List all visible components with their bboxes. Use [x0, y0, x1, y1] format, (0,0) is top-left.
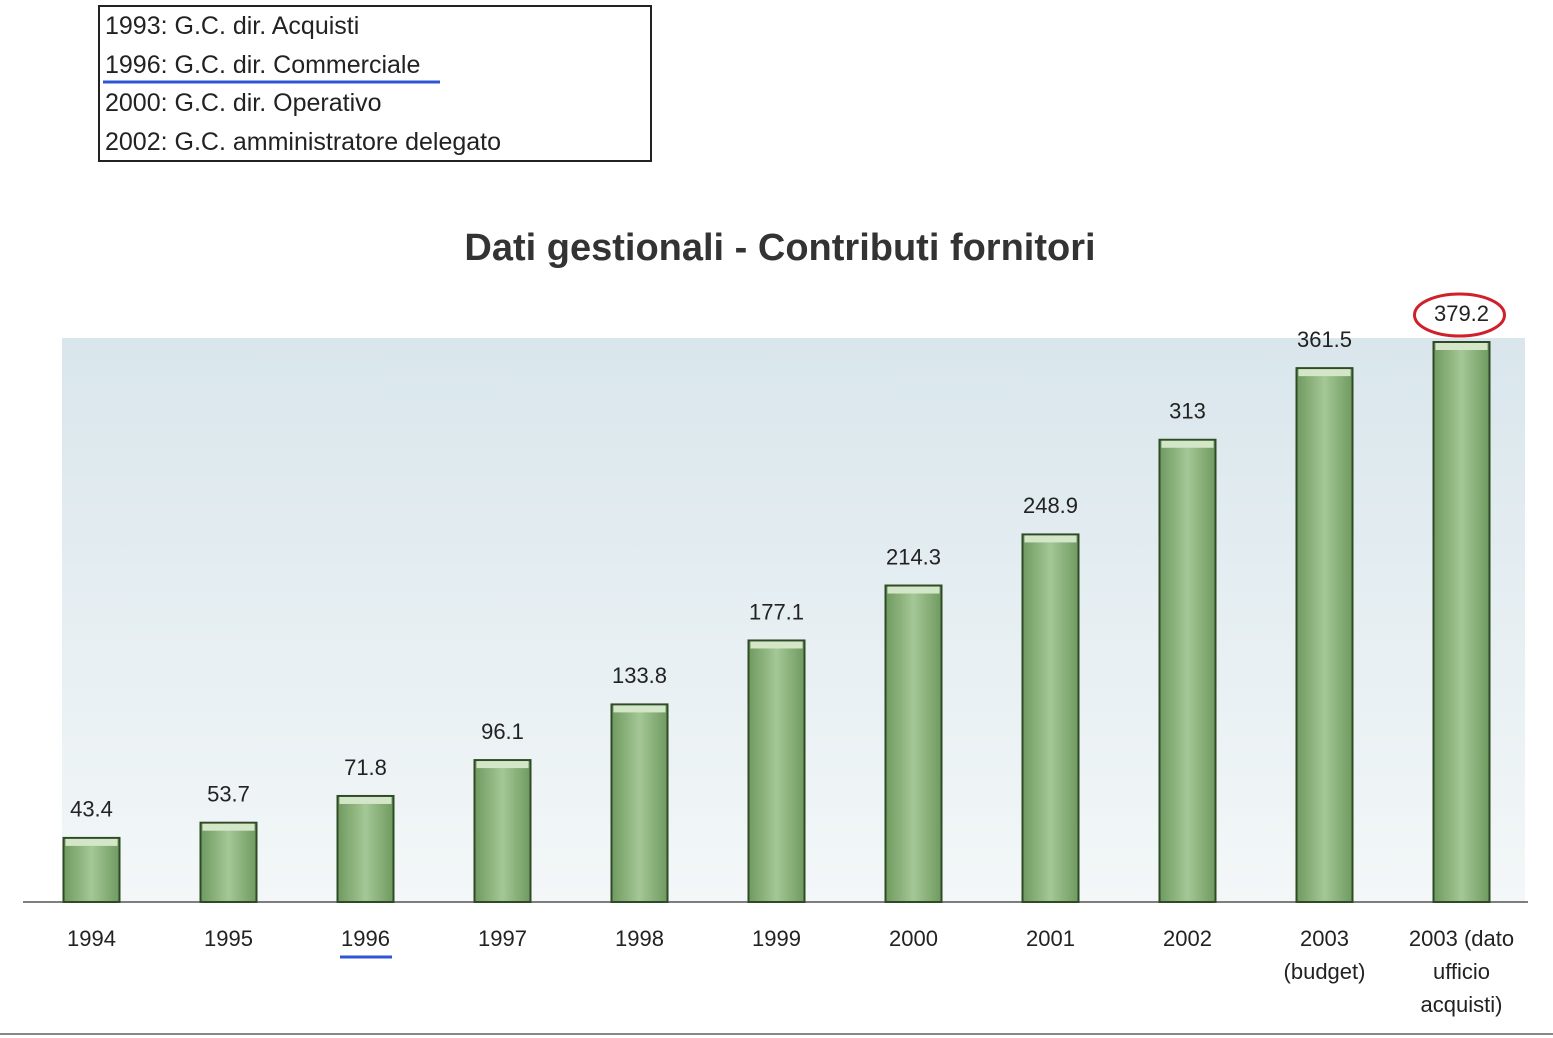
- bar-bevel: [1024, 535, 1077, 543]
- bar: [336, 794, 395, 903]
- bar: [1432, 341, 1491, 903]
- bar: [747, 639, 806, 903]
- x-tick-label: 1995: [204, 926, 253, 951]
- value-label: 361.5: [1297, 327, 1352, 352]
- value-label: 313: [1169, 399, 1206, 424]
- bar: [610, 703, 669, 904]
- value-label: 96.1: [481, 719, 524, 744]
- x-tick-label: 1994: [67, 926, 116, 951]
- value-label: 53.7: [207, 782, 250, 807]
- value-label: 248.9: [1023, 493, 1078, 518]
- bar-bevel: [613, 705, 666, 713]
- value-label: 214.3: [886, 544, 941, 569]
- bar: [1021, 533, 1080, 903]
- annotation-line: 1993: G.C. dir. Acquisti: [105, 12, 360, 40]
- annotation-box: 1993: G.C. dir. Acquisti 1996: G.C. dir.…: [98, 5, 652, 162]
- x-tick-label: 2002: [1163, 926, 1212, 951]
- x-tick-label: 1996: [341, 926, 390, 951]
- annotation-line: 2000: G.C. dir. Operativo: [105, 89, 382, 117]
- x-tick-label: 1999: [752, 926, 801, 951]
- x-tick-label: 2003 (dato ufficio acquisti): [1408, 926, 1515, 1017]
- value-label: 177.1: [749, 599, 804, 624]
- annotation-line: 1996: G.C. dir. Commerciale: [105, 50, 421, 79]
- x-tick-label: 2003 (budget): [1283, 926, 1366, 984]
- x-tick-label: 1997: [478, 926, 527, 951]
- x-tick-label: 2000: [889, 926, 938, 951]
- bar-bevel: [1298, 369, 1351, 377]
- bar: [1158, 438, 1217, 903]
- bar: [884, 584, 943, 903]
- bar-bevel: [65, 838, 118, 846]
- chart-title: Dati gestionali - Contributi fornitori: [464, 227, 1095, 269]
- bar: [62, 836, 121, 903]
- x-tick-label: 2001: [1026, 926, 1075, 951]
- bar-bevel: [887, 586, 940, 594]
- bar-bevel: [1161, 440, 1214, 448]
- x-tick-label: 1998: [615, 926, 664, 951]
- annotation-line: 2002: G.C. amministratore delegato: [105, 127, 502, 156]
- bar: [1295, 367, 1354, 904]
- value-label: 43.4: [70, 797, 113, 822]
- bar-bevel: [750, 641, 803, 649]
- bar-bevel: [339, 796, 392, 804]
- value-label: 379.2: [1434, 301, 1489, 326]
- bar-bevel: [202, 823, 255, 831]
- value-label: 133.8: [612, 663, 667, 688]
- bar-bevel: [1435, 343, 1488, 350]
- value-label: 71.8: [344, 755, 387, 780]
- bar: [473, 759, 532, 903]
- bar-bevel: [476, 761, 529, 769]
- highlight-circle: [1413, 292, 1506, 338]
- bar: [199, 821, 258, 904]
